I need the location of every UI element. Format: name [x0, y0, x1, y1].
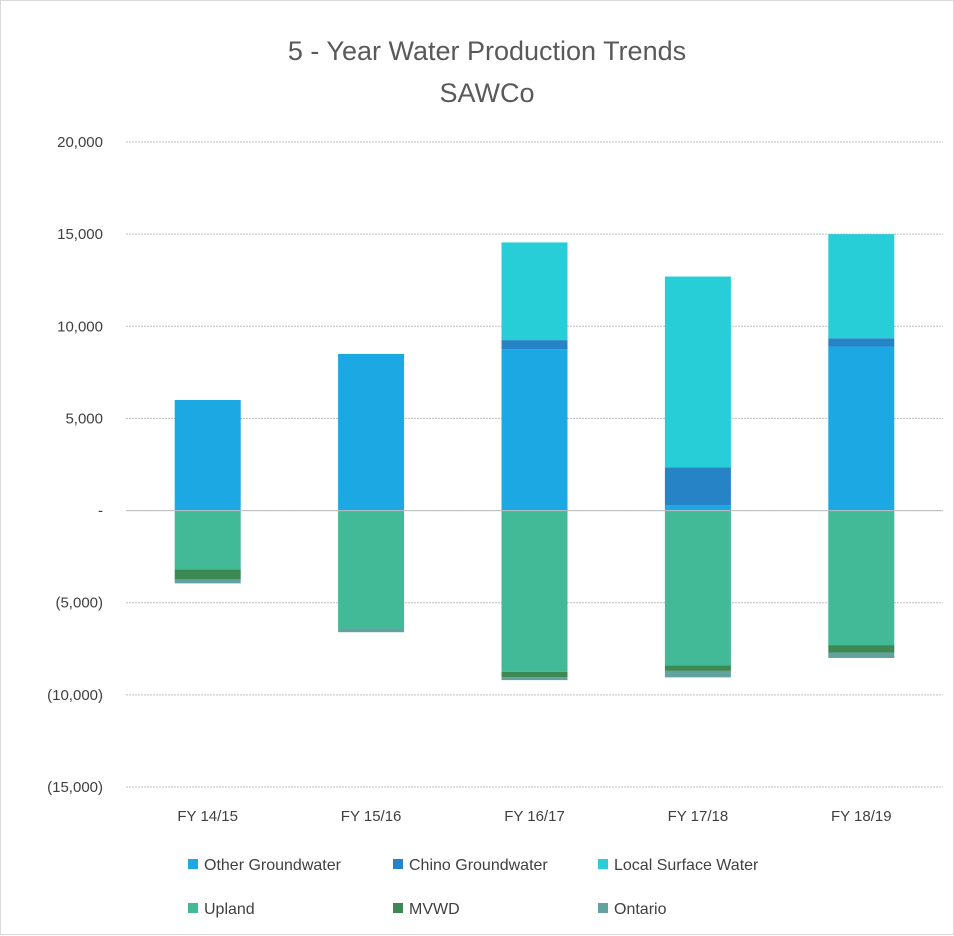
y-tick-label: 10,000 [57, 318, 103, 335]
bar-segment [174, 510, 241, 570]
bars [126, 234, 943, 681]
bar-segment [501, 340, 568, 350]
legend-label: Ontario [614, 901, 667, 918]
y-tick-label: 15,000 [57, 226, 103, 243]
bar-segment [828, 346, 895, 511]
x-tick-label: FY 16/17 [504, 808, 565, 825]
bar-segment [501, 671, 568, 678]
legend-swatch [598, 903, 608, 913]
bar-segment [338, 353, 405, 511]
bar-segment [664, 467, 731, 506]
bar-segment [828, 510, 895, 646]
chart-subtitle: SAWCo [439, 78, 534, 108]
y-tick-label: (5,000) [55, 595, 103, 612]
chart-title: 5 - Year Water Production Trends [288, 36, 686, 66]
legend: Other Groundwater Chino Groundwater Local … [188, 857, 759, 918]
legend-label: Chino Groundwater [409, 857, 548, 874]
bar-segment [338, 510, 405, 629]
y-tick-label: 20,000 [57, 134, 103, 151]
bar-segment [501, 510, 568, 672]
bar-segment [501, 677, 568, 681]
x-tick-label: FY 18/19 [831, 808, 892, 825]
legend-swatch [393, 903, 403, 913]
legend-label: Other Groundwater [204, 857, 342, 874]
legend-label: Local Surface Water [614, 857, 759, 874]
legend-swatch [393, 859, 403, 869]
bar-segment [828, 338, 895, 347]
legend-swatch [188, 859, 198, 869]
bar-segment [501, 349, 568, 511]
bar-segment [338, 628, 405, 633]
y-tick-label: (15,000) [47, 779, 103, 796]
bar-segment [828, 234, 895, 339]
legend-label: MVWD [409, 901, 460, 918]
bar-segment [174, 400, 241, 511]
y-tick-label: 5,000 [65, 410, 103, 427]
y-tick-label: - [98, 503, 103, 520]
x-tick-label: FY 14/15 [177, 808, 238, 825]
y-tick-label: (10,000) [47, 687, 103, 704]
legend-swatch [598, 859, 608, 869]
legend-label: Upland [204, 901, 255, 918]
y-axis-ticks: 20,000 15,000 10,000 5,000 - (5,000) (10,000) (… [47, 134, 103, 796]
x-tick-label: FY 17/18 [668, 808, 729, 825]
bar-segment [174, 569, 241, 580]
bar-segment [174, 579, 241, 584]
bar-segment [664, 670, 731, 678]
bar-segment [664, 505, 731, 511]
bar-segment [501, 242, 568, 341]
bar-segment [664, 510, 731, 666]
bar-segment [828, 645, 895, 653]
legend-swatch [188, 903, 198, 913]
bar-segment [828, 652, 895, 658]
bar-segment [664, 665, 731, 671]
bar-segment [664, 276, 731, 468]
x-tick-label: FY 15/16 [341, 808, 402, 825]
x-axis-ticks: FY 14/15 FY 15/16 FY 16/17 FY 17/18 FY 18/19 [177, 808, 891, 825]
